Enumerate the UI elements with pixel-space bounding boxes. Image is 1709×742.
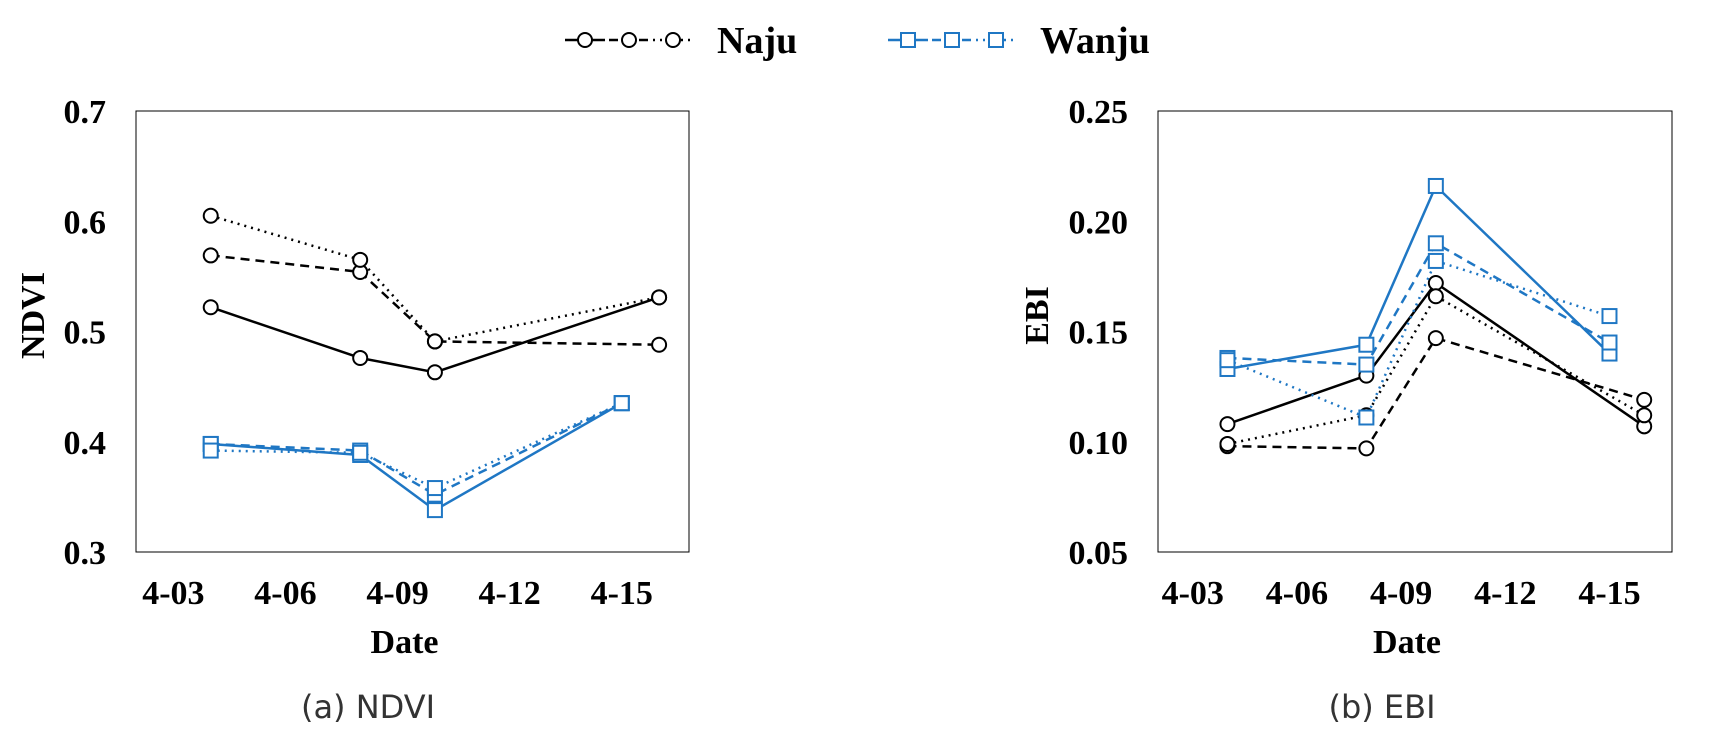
series-line: [210, 254, 660, 346]
series-line: [210, 402, 623, 512]
x-axis-label: Date: [1373, 624, 1441, 661]
x-tick-label: 4-15: [1578, 575, 1640, 612]
data-point-square: [1601, 308, 1618, 325]
x-tick-label: 4-12: [478, 575, 540, 612]
series-naju-solid: [202, 289, 668, 381]
series-line: [1227, 242, 1611, 366]
series-line: [210, 296, 660, 374]
y-tick-label: 0.20: [1069, 204, 1129, 241]
data-point-square: [1427, 252, 1444, 269]
x-axis-label: Date: [371, 624, 439, 661]
chart-caption: (b) EBI: [1328, 688, 1435, 726]
series-naju-dotted: [1219, 288, 1653, 452]
y-tick-label: 0.15: [1069, 315, 1129, 352]
data-point-square: [426, 480, 443, 497]
x-tick-label: 4-09: [366, 575, 428, 612]
chart-caption: (a) NDVI: [301, 688, 435, 726]
series-line: [210, 214, 660, 343]
data-point-square: [1358, 356, 1375, 373]
data-point-circle: [1219, 416, 1236, 433]
series-line: [210, 402, 623, 490]
data-point-circle: [352, 349, 369, 366]
y-axis-label: NDVI: [15, 272, 52, 359]
data-point-square: [202, 442, 219, 459]
data-point-square: [1358, 409, 1375, 426]
data-point-circle: [1427, 330, 1444, 347]
data-point-square: [613, 395, 630, 412]
series-wanju-dotted: [1219, 252, 1618, 426]
legend-marker-circle: [621, 32, 637, 48]
ndvi-chart: 0.3 0.4 0.5 0.6 0.7 4-03 4-06 4-09 4-12 4-15 Date N…: [15, 94, 690, 726]
data-point-circle: [1219, 435, 1236, 452]
legend-marker-square: [988, 32, 1004, 48]
plot-area-frame: [135, 110, 690, 553]
legend: Naju Wanju: [565, 20, 1150, 62]
data-point-circle: [1636, 391, 1653, 408]
data-point-circle: [426, 333, 443, 350]
series-line: [1227, 184, 1611, 371]
series-naju-dashed: [1219, 330, 1653, 457]
series-wanju-solid: [1219, 177, 1618, 377]
data-point-circle: [426, 364, 443, 381]
x-tick-label: 4-03: [142, 575, 204, 612]
legend-label-naju: Naju: [717, 20, 797, 62]
data-point-square: [1219, 352, 1236, 369]
data-point-square: [1427, 235, 1444, 252]
data-point-circle: [1358, 440, 1375, 457]
x-tick-label: 4-03: [1162, 575, 1224, 612]
data-point-circle: [202, 247, 219, 264]
data-point-square: [1601, 334, 1618, 351]
plot-area-frame: [1157, 110, 1673, 553]
x-tick-label: 4-15: [591, 575, 653, 612]
data-point-circle: [651, 336, 668, 353]
legend-marker-square: [900, 32, 916, 48]
series-wanju-dotted: [202, 395, 630, 497]
data-point-circle: [1427, 274, 1444, 291]
ebi-chart: 0.05 0.10 0.15 0.20 0.25 4-03 4-06 4-09 4-12 4-15…: [1019, 94, 1673, 726]
data-point-circle: [352, 251, 369, 268]
legend-marker-circle: [665, 32, 681, 48]
y-tick-label: 0.6: [64, 204, 107, 241]
legend-item-naju: Naju: [565, 20, 797, 62]
y-tick-label: 0.3: [64, 535, 107, 572]
x-tick-label: 4-12: [1474, 575, 1536, 612]
series-line: [1227, 281, 1645, 428]
data-point-square: [1358, 336, 1375, 353]
data-point-circle: [202, 299, 219, 316]
x-tick-label: 4-09: [1370, 575, 1432, 612]
legend-marker-square: [944, 32, 960, 48]
data-point-circle: [202, 207, 219, 224]
y-axis-label: EBI: [1019, 286, 1056, 345]
series-line: [1226, 259, 1610, 419]
x-tick-label: 4-06: [1266, 575, 1328, 612]
x-tick-label: 4-06: [254, 575, 316, 612]
series-naju-dotted: [202, 207, 668, 350]
data-point-circle: [1636, 407, 1653, 424]
y-tick-label: 0.4: [64, 425, 107, 462]
legend-item-wanju: Wanju: [888, 20, 1150, 62]
series-line: [1227, 336, 1645, 450]
series-wanju-solid: [202, 395, 630, 519]
y-tick-label: 0.7: [64, 94, 107, 131]
y-tick-label: 0.05: [1069, 535, 1129, 572]
legend-marker-circle: [577, 32, 593, 48]
data-point-circle: [1427, 288, 1444, 305]
data-point-square: [1427, 177, 1444, 194]
y-tick-label: 0.10: [1069, 425, 1129, 462]
series-line: [1227, 294, 1645, 446]
data-point-circle: [651, 289, 668, 306]
legend-label-wanju: Wanju: [1040, 20, 1150, 62]
y-tick-label: 0.5: [64, 315, 107, 352]
data-point-square: [426, 502, 443, 519]
data-point-square: [352, 444, 369, 461]
y-tick-label: 0.25: [1069, 94, 1129, 131]
